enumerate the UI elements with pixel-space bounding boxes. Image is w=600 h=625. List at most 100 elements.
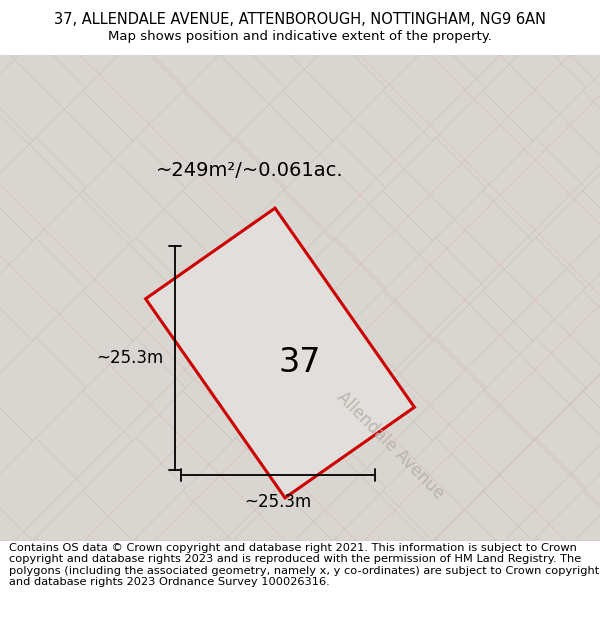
Polygon shape [0,38,17,172]
Polygon shape [433,588,567,625]
Polygon shape [83,438,217,572]
Polygon shape [383,338,517,472]
Polygon shape [433,188,567,322]
Polygon shape [0,0,17,72]
Polygon shape [0,538,117,625]
Polygon shape [233,488,367,622]
Polygon shape [483,238,600,372]
Polygon shape [533,288,600,422]
Polygon shape [583,538,600,625]
Polygon shape [483,0,600,72]
Polygon shape [0,238,117,372]
Polygon shape [83,538,217,625]
Polygon shape [133,0,267,122]
Polygon shape [383,238,517,372]
Polygon shape [533,588,600,625]
Polygon shape [383,0,517,72]
Polygon shape [333,0,467,122]
Polygon shape [83,138,217,272]
Polygon shape [583,338,600,472]
Polygon shape [0,588,67,625]
Polygon shape [533,0,600,122]
Polygon shape [233,0,367,122]
Polygon shape [433,488,567,622]
Polygon shape [0,138,117,272]
Polygon shape [283,0,417,72]
Polygon shape [283,238,417,372]
Polygon shape [533,0,600,22]
Text: 37, ALLENDALE AVENUE, ATTENBOROUGH, NOTTINGHAM, NG9 6AN: 37, ALLENDALE AVENUE, ATTENBOROUGH, NOTT… [54,12,546,27]
Polygon shape [183,538,317,625]
Polygon shape [233,0,367,22]
Polygon shape [383,38,517,172]
Polygon shape [146,208,415,498]
Polygon shape [183,38,317,172]
Polygon shape [183,438,317,572]
Polygon shape [283,138,417,272]
Polygon shape [133,188,267,322]
Polygon shape [283,338,417,472]
Polygon shape [0,0,117,72]
Polygon shape [133,288,267,422]
Polygon shape [233,388,367,522]
Polygon shape [433,288,567,422]
Polygon shape [383,538,517,625]
Polygon shape [183,0,317,72]
Text: Allendale Avenue: Allendale Avenue [333,388,447,502]
Polygon shape [333,88,467,222]
Polygon shape [0,338,17,472]
Text: ~249m²/~0.061ac.: ~249m²/~0.061ac. [156,161,344,179]
Polygon shape [433,88,567,222]
Polygon shape [583,138,600,272]
Polygon shape [0,438,117,572]
Polygon shape [333,288,467,422]
Text: ~25.3m: ~25.3m [96,349,163,367]
Polygon shape [0,88,67,222]
Polygon shape [33,588,167,625]
Polygon shape [433,0,567,22]
Polygon shape [433,388,567,522]
Polygon shape [0,238,17,372]
Polygon shape [533,88,600,222]
Polygon shape [83,338,217,472]
Polygon shape [133,488,267,622]
Polygon shape [333,0,467,22]
Text: ~25.3m: ~25.3m [244,493,311,511]
Text: 37: 37 [279,346,321,379]
Polygon shape [33,488,167,622]
Polygon shape [133,588,267,625]
Polygon shape [283,438,417,572]
Polygon shape [0,538,17,625]
Polygon shape [183,338,317,472]
Text: Map shows position and indicative extent of the property.: Map shows position and indicative extent… [108,30,492,43]
Polygon shape [383,438,517,572]
Polygon shape [233,88,367,222]
Polygon shape [533,488,600,622]
Polygon shape [0,138,17,272]
Polygon shape [133,88,267,222]
Polygon shape [583,38,600,172]
Polygon shape [483,138,600,272]
Polygon shape [333,588,467,625]
Polygon shape [0,0,67,22]
Polygon shape [0,388,67,522]
Polygon shape [233,288,367,422]
Polygon shape [83,238,217,372]
Polygon shape [0,188,67,322]
Polygon shape [0,38,117,172]
Polygon shape [33,188,167,322]
Polygon shape [483,438,600,572]
Polygon shape [0,438,17,572]
Polygon shape [33,88,167,222]
Polygon shape [583,0,600,72]
Polygon shape [33,388,167,522]
Polygon shape [533,188,600,322]
Polygon shape [0,0,67,122]
Polygon shape [83,0,217,72]
Polygon shape [33,0,167,122]
Polygon shape [33,288,167,422]
Polygon shape [33,0,167,22]
Polygon shape [383,138,517,272]
Polygon shape [133,388,267,522]
Polygon shape [483,338,600,472]
